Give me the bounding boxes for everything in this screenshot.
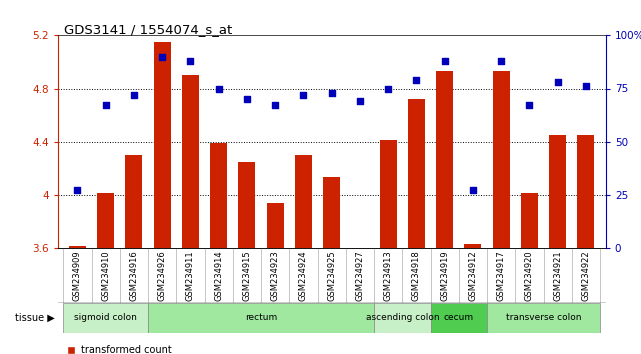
Text: GDS3141 / 1554074_s_at: GDS3141 / 1554074_s_at: [64, 23, 232, 36]
Text: GSM234917: GSM234917: [497, 251, 506, 301]
Bar: [238, 161, 256, 248]
Text: GSM234918: GSM234918: [412, 251, 421, 301]
Point: [101, 103, 111, 108]
Text: GSM234919: GSM234919: [440, 251, 449, 301]
Point: [383, 86, 394, 91]
Text: GSM234911: GSM234911: [186, 251, 195, 301]
Text: GSM234926: GSM234926: [158, 251, 167, 301]
Bar: [148, 303, 374, 333]
Bar: [578, 135, 594, 248]
Bar: [182, 75, 199, 248]
Bar: [63, 303, 148, 333]
Bar: [69, 246, 86, 248]
Text: GSM234916: GSM234916: [129, 251, 138, 301]
Bar: [126, 155, 142, 248]
Text: transverse colon: transverse colon: [506, 313, 581, 322]
Text: GSM234912: GSM234912: [469, 251, 478, 301]
Bar: [408, 99, 425, 248]
Bar: [323, 177, 340, 248]
Point: [581, 84, 591, 89]
Point: [553, 79, 563, 85]
Bar: [154, 42, 171, 248]
Point: [270, 103, 280, 108]
Text: rectum: rectum: [245, 313, 277, 322]
Bar: [295, 155, 312, 248]
Point: [298, 92, 308, 98]
Point: [129, 92, 139, 98]
Point: [72, 188, 83, 193]
Text: GSM234909: GSM234909: [73, 251, 82, 301]
Bar: [431, 303, 487, 333]
Bar: [521, 193, 538, 248]
Point: [185, 58, 196, 64]
Text: GSM234925: GSM234925: [327, 251, 337, 301]
Text: GSM234910: GSM234910: [101, 251, 110, 301]
Bar: [379, 140, 397, 248]
Bar: [465, 244, 481, 248]
Point: [468, 188, 478, 193]
Text: GSM234924: GSM234924: [299, 251, 308, 301]
Bar: [487, 303, 600, 333]
Text: GSM234915: GSM234915: [242, 251, 251, 301]
Text: GSM234913: GSM234913: [384, 251, 393, 301]
Bar: [267, 202, 284, 248]
Text: cecum: cecum: [444, 313, 474, 322]
Bar: [549, 135, 566, 248]
Point: [440, 58, 450, 64]
Text: GSM234923: GSM234923: [271, 251, 279, 301]
Point: [157, 54, 167, 59]
Text: GSM234914: GSM234914: [214, 251, 223, 301]
Point: [412, 77, 422, 83]
Bar: [374, 303, 431, 333]
Text: GSM234927: GSM234927: [356, 251, 365, 301]
Text: GSM234921: GSM234921: [553, 251, 562, 301]
Point: [355, 98, 365, 104]
Text: sigmoid colon: sigmoid colon: [74, 313, 137, 322]
Bar: [493, 71, 510, 248]
Legend: transformed count, percentile rank within the sample: transformed count, percentile rank withi…: [63, 341, 250, 354]
Text: ascending colon: ascending colon: [365, 313, 439, 322]
Point: [327, 90, 337, 96]
Text: tissue ▶: tissue ▶: [15, 313, 54, 323]
Point: [524, 103, 535, 108]
Bar: [210, 143, 227, 248]
Bar: [437, 71, 453, 248]
Text: GSM234920: GSM234920: [525, 251, 534, 301]
Point: [242, 96, 252, 102]
Bar: [97, 193, 114, 248]
Text: GSM234922: GSM234922: [581, 251, 590, 301]
Point: [213, 86, 224, 91]
Point: [496, 58, 506, 64]
